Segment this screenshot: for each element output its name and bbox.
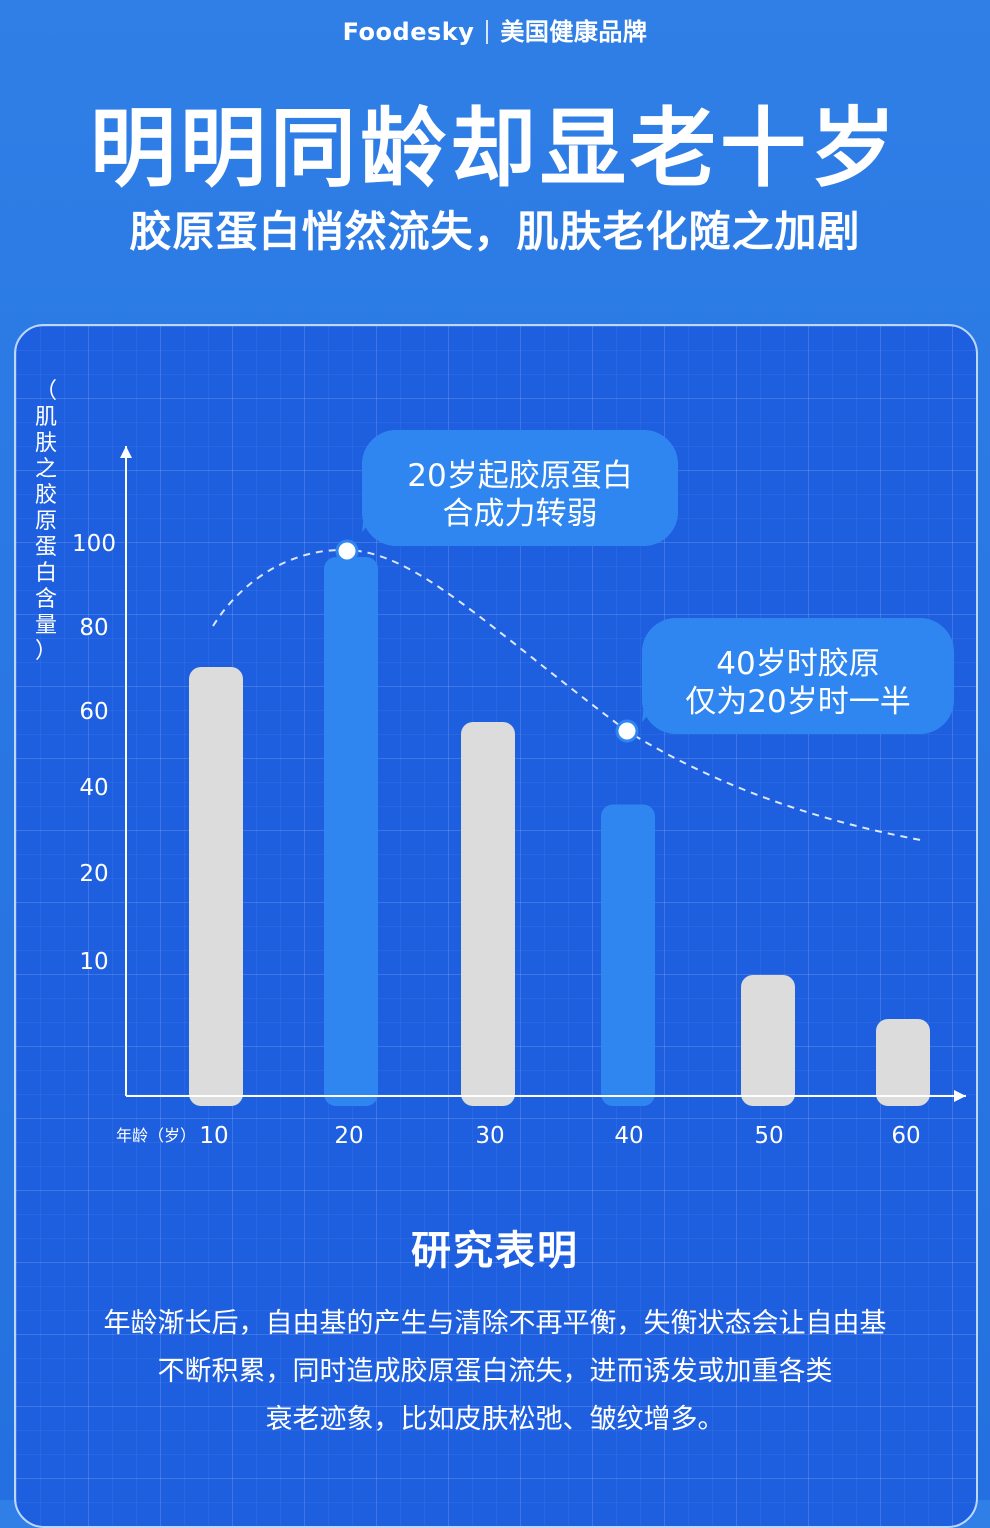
x-tick-label: 20 <box>334 1123 363 1149</box>
findings-line: 年龄渐长后，自由基的产生与清除不再平衡，失衡状态会让自由基 <box>103 1308 887 1339</box>
findings-title: 研究表明 <box>411 1228 579 1274</box>
bar-age-50 <box>741 975 795 1106</box>
trend-curve <box>212 548 927 842</box>
callout-text: 40岁时胶原 <box>716 646 879 682</box>
x-axis-arrow <box>954 1090 966 1102</box>
x-tick-label: 40 <box>614 1123 643 1149</box>
x-tick-label: 10 <box>199 1123 228 1149</box>
trend-point-20 <box>335 539 359 563</box>
callout-text: 20岁起胶原蛋白 <box>407 458 632 494</box>
callout-text: 合成力转弱 <box>443 496 598 532</box>
x-axis-title: 年龄（岁） <box>116 1126 196 1145</box>
brand-name: Foodesky <box>342 18 475 46</box>
bar-age-30 <box>461 722 515 1106</box>
y-tick-label: 40 <box>79 775 108 801</box>
trend-point-40 <box>615 719 639 743</box>
y-axis-title: （肌肤之胶原蛋白含量） <box>35 379 57 664</box>
findings-line: 不断积累，同时造成胶原蛋白流失，进而诱发或加重各类 <box>157 1356 833 1387</box>
x-tick-label: 30 <box>475 1123 504 1149</box>
chart-panel: 100 80 60 40 20 10 10 20 30 40 50 60 年龄（岁） （肌肤之胶原蛋白含量… <box>14 324 978 1528</box>
findings-body: 年龄渐长后，自由基的产生与清除不再平衡，失衡状态会让自由基 不断积累，同时造成胶… <box>50 1300 940 1444</box>
y-tick-label: 60 <box>79 699 108 725</box>
brand-divider <box>486 20 489 44</box>
y-tick-label: 20 <box>79 861 108 887</box>
y-tick-label: 80 <box>79 615 108 641</box>
bar-age-40 <box>601 804 655 1106</box>
callout-tail <box>362 476 402 532</box>
findings-line: 衰老迹象，比如皮肤松弛、皱纹增多。 <box>265 1404 725 1435</box>
bar-age-20 <box>324 557 378 1106</box>
callout-bubble <box>362 430 678 546</box>
collagen-bar-chart: 100 80 60 40 20 10 10 20 30 40 50 60 年龄（岁） （肌肤之胶原蛋白含量… <box>35 379 966 1149</box>
bar-age-60 <box>876 1019 930 1106</box>
x-tick-label: 60 <box>891 1123 920 1149</box>
x-tick-label: 50 <box>754 1123 783 1149</box>
brand-header: Foodesky 美国健康品牌 <box>0 12 990 47</box>
y-axis-arrow <box>120 446 132 458</box>
headline: 明明同龄却显老十岁 <box>90 99 900 199</box>
y-tick-label: 100 <box>72 531 116 557</box>
y-tick-label: 10 <box>79 949 108 975</box>
callout-tail <box>642 666 682 722</box>
subheadline: 胶原蛋白悄然流失，肌肤老化随之加剧 <box>129 207 861 256</box>
bar-age-10 <box>189 667 243 1106</box>
callout-text: 仅为20岁时一半 <box>685 684 910 720</box>
brand-tagline: 美国健康品牌 <box>500 18 648 46</box>
callout-bubble <box>642 618 954 734</box>
